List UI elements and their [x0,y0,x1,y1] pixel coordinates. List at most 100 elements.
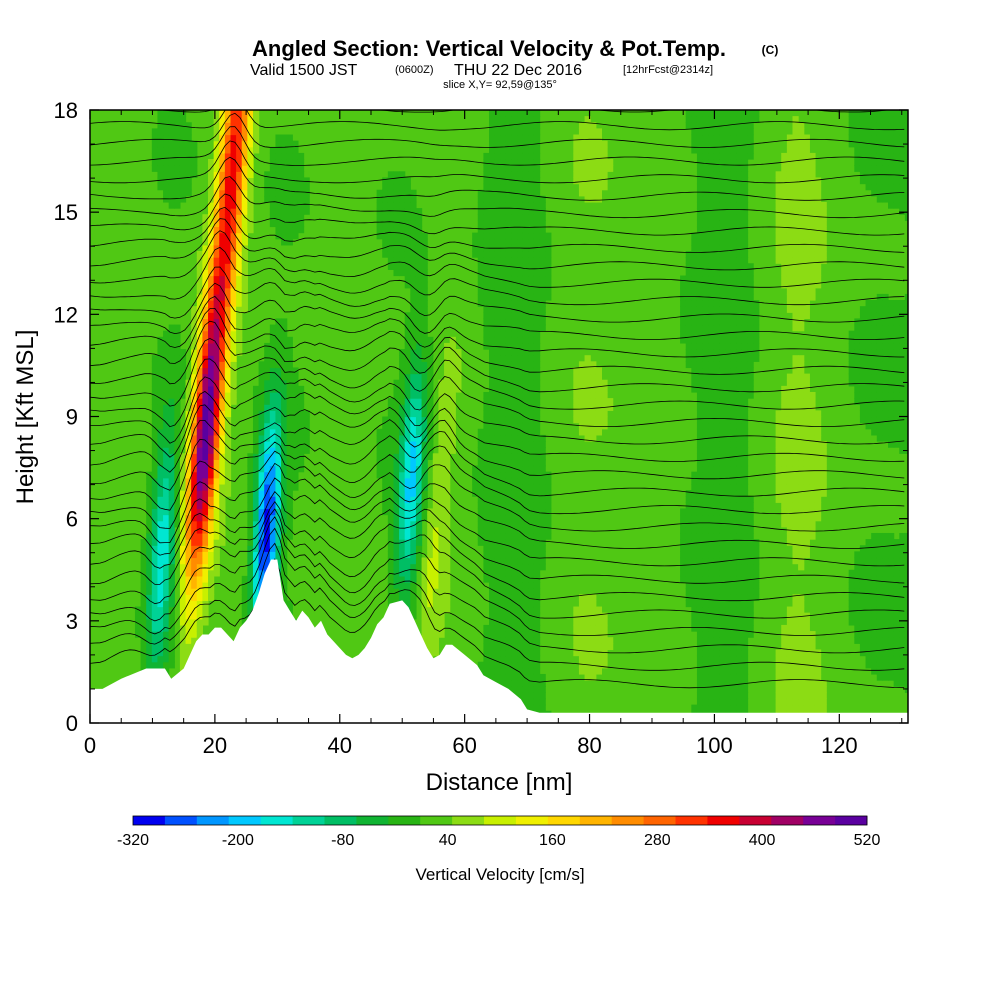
field-cell [219,416,226,424]
field-cell [208,422,215,430]
field-cell [584,379,591,387]
field-cell [584,649,591,657]
field-cell [533,165,541,172]
field-cell [725,220,732,228]
field-cell [421,490,428,497]
field-cell [264,422,271,430]
field-cell [387,232,395,240]
field-cell [427,514,434,522]
field-cell [696,434,704,442]
field-cell [410,367,417,375]
field-cell [725,428,732,436]
field-cell [590,122,597,129]
field-cell [691,281,698,289]
field-cell [578,643,586,651]
field-cell [505,612,513,620]
field-cell [191,563,198,571]
field-cell [511,526,518,534]
field-cell [708,588,715,595]
subtitle-forecast: [12hrFcst@2314z] [623,64,713,76]
field-cell [224,183,232,191]
field-cell [505,428,513,436]
field-cell [511,520,518,528]
field-cell [719,514,726,522]
field-cell [511,514,518,522]
field-cell [399,244,406,252]
field-cell [505,232,513,240]
field-cell [696,631,704,638]
field-cell [489,165,496,172]
field-cell [258,471,265,479]
field-cell [730,582,737,589]
field-cell [421,471,428,479]
field-cell [528,502,535,510]
field-cell [410,189,417,197]
field-cell [224,391,232,399]
field-cell [179,152,187,160]
field-cell [241,195,248,203]
field-cell [736,557,743,565]
field-cell [730,140,737,148]
field-cell [517,404,524,411]
field-cell [719,404,726,411]
field-cell [680,545,687,552]
field-cell [489,220,496,228]
field-cell [286,165,293,172]
field-cell [736,189,743,197]
field-cell [725,655,732,663]
field-cell [191,441,198,448]
field-cell [151,490,159,497]
field-cell [427,373,434,381]
field-cell [387,226,395,234]
field-cell [691,263,698,270]
field-cell [489,539,496,546]
field-cell [741,140,749,148]
field-cell [179,195,187,203]
field-cell [202,447,209,454]
field-cell [281,563,288,571]
field-cell [573,649,580,657]
field-cell [719,312,726,320]
field-cell [146,569,153,577]
field-cell [438,612,445,620]
field-cell [191,324,198,332]
field-cell [517,496,524,503]
field-cell [292,459,299,467]
field-cell [584,428,591,436]
field-cell [415,410,423,418]
field-cell [157,459,164,467]
field-cell [404,336,411,344]
field-cell [539,698,546,706]
field-cell [522,539,529,546]
field-cell [157,146,164,154]
field-cell [269,545,277,552]
field-cell [713,349,721,356]
field-cell [483,293,490,301]
field-cell [387,502,395,510]
field-cell [224,459,232,467]
field-cell [500,532,507,540]
field-cell [157,563,164,571]
field-cell [163,349,170,356]
field-cell [421,373,428,381]
field-cell [219,128,226,136]
field-cell [269,208,277,215]
field-cell [730,667,737,675]
field-cell [696,244,704,252]
field-cell [258,447,265,454]
field-cell [140,655,147,663]
field-cell [163,146,170,154]
field-cell [741,514,749,522]
field-cell [213,152,220,160]
field-cell [528,637,535,644]
field-cell [438,379,445,387]
field-cell [275,496,282,503]
field-cell [713,177,721,185]
field-cell [387,238,395,246]
field-cell [500,453,507,461]
field-cell [404,263,411,270]
field-cell [517,655,524,663]
field-cell [202,281,209,289]
field-cell [399,582,406,589]
field-cell [696,680,704,687]
